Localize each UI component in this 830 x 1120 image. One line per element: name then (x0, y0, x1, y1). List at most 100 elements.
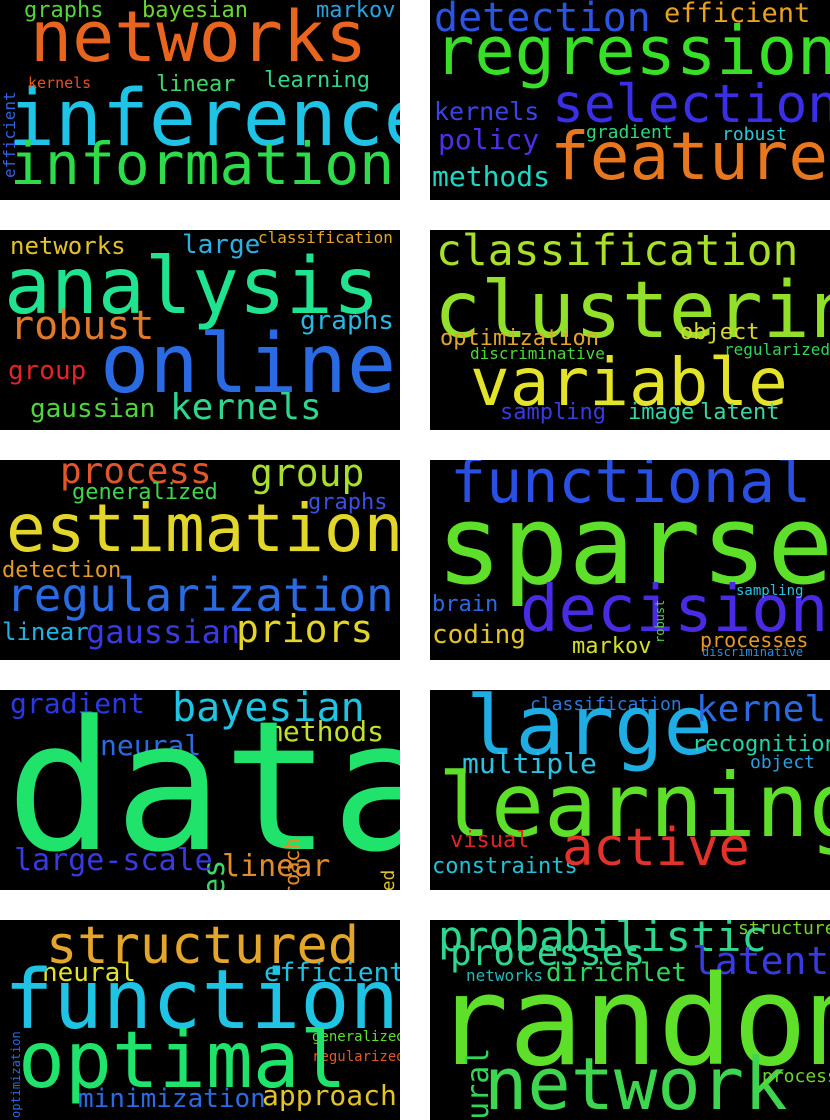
cloud-word: kernel (696, 690, 827, 730)
cloud-word: generalized (72, 480, 218, 505)
cloud-word: functional (450, 460, 812, 517)
cloud-word: large-scale (14, 843, 213, 878)
cloud-word: sampling (500, 400, 606, 425)
cloud-word: network (484, 1042, 788, 1120)
cloud-word: sparse (436, 481, 830, 609)
word-cloud-panel: gradient bayesian neural methods data approac… (0, 690, 400, 890)
cloud-word: analysis (4, 242, 380, 332)
cloud-word: sampling (736, 583, 804, 599)
cloud-word: kernels (170, 387, 322, 428)
cloud-word: process (762, 1066, 830, 1087)
cloud-word: networks (466, 966, 544, 985)
cloud-word: group (8, 356, 87, 386)
cloud-word: classification (436, 230, 799, 276)
cloud-word: markov (572, 634, 652, 659)
cloud-word: generalized (312, 1029, 400, 1045)
cloud-word: processes (700, 628, 809, 652)
cloud-word: graphs (308, 490, 388, 515)
cloud-word: detection (434, 0, 651, 41)
cloud-word: gradient (586, 122, 673, 143)
cloud-word: learning (438, 754, 830, 857)
cloud-word: large (182, 230, 261, 260)
cloud-word: networks (30, 0, 368, 78)
word-cloud-panel: classificationclusteringoptimization obje… (430, 230, 830, 430)
cloud-word: kernels (28, 74, 92, 92)
cloud-word: classification (258, 230, 393, 247)
word-cloud-panel: functional sparse brain decision robust sampl… (430, 460, 830, 660)
cloud-word: variable (470, 344, 788, 421)
cloud-word: optimization (440, 326, 599, 351)
word-cloud-panel: detection efficient regression kernels selec… (430, 0, 830, 200)
cloud-word: classification (530, 694, 682, 715)
word-cloud-panel: structuredneuralefficientfunctionsoptimi… (0, 920, 400, 1120)
cloud-word: multiple (462, 747, 597, 780)
cloud-word: networks (10, 232, 126, 260)
word-cloud-panel: networks inference information graphs bayesi… (0, 0, 400, 200)
cloud-word: clustering (434, 266, 830, 356)
cloud-word: efficient (664, 0, 811, 29)
cloud-word: decision (520, 573, 829, 647)
cloud-word: gaussian (30, 394, 156, 424)
cloud-word: gradient (10, 690, 145, 720)
word-cloud-panel: process group generalized graphs estimation d… (0, 460, 400, 660)
cloud-word: recognition (692, 732, 830, 757)
cloud-word: linear (2, 618, 89, 646)
cloud-word: object (750, 752, 816, 773)
cloud-word: latent (692, 939, 830, 983)
cloud-word: markov (316, 0, 396, 23)
cloud-word: estimation (6, 490, 400, 567)
cloud-word: selection (552, 74, 830, 135)
cloud-word: linear (222, 849, 331, 884)
cloud-word: detection (2, 558, 122, 583)
cloud-word: object (680, 320, 760, 345)
cloud-word: approach (262, 1079, 397, 1112)
cloud-word: gaussian (86, 613, 241, 651)
cloud-word: priors (236, 607, 374, 651)
cloud-word: large (466, 690, 713, 774)
cloud-word: latent (700, 400, 780, 425)
cloud-word: methods (432, 160, 551, 193)
cloud-word: structured (46, 920, 360, 976)
cloud-word: minimization (78, 1084, 266, 1114)
cloud-word: online (100, 317, 397, 412)
cloud-word: process (60, 460, 212, 492)
cloud-word: image (628, 400, 695, 425)
cloud-word: methods (266, 715, 385, 748)
cloud-word: linear (156, 72, 236, 97)
cloud-word: robust (653, 599, 667, 644)
cloud-word: graphs (300, 306, 394, 336)
cloud-word: regularized (312, 1049, 400, 1065)
cloud-word: inference (8, 74, 400, 164)
cloud-word: functions (4, 953, 400, 1048)
cloud-word: bayesian (142, 0, 248, 23)
cloud-word: kernels (434, 97, 540, 126)
cloud-word: bayesian (172, 690, 365, 731)
cloud-word: probabilistic (438, 920, 767, 961)
cloud-word: efficient (264, 958, 400, 988)
cloud-word: group (250, 460, 365, 495)
cloud-word: structured (378, 870, 399, 890)
cloud-word: dirichlet (546, 958, 687, 988)
cloud-word: feature (550, 118, 829, 195)
cloud-word: processes (450, 933, 646, 974)
cloud-word: discriminative (470, 344, 605, 363)
cloud-word: structured (738, 920, 830, 939)
cloud-word: discriminative (702, 645, 804, 659)
cloud-word: constraints (432, 854, 578, 879)
cloud-word: active (562, 818, 750, 878)
cloud-word: learning (264, 68, 370, 93)
cloud-word: graphs (24, 0, 104, 23)
cloud-word: information (10, 130, 395, 198)
word-cloud-panel: classification large kernel recognition obje… (430, 690, 830, 890)
cloud-word: optimal (18, 1016, 347, 1106)
cloud-word: robust (722, 124, 788, 145)
cloud-word: regression (434, 12, 830, 90)
cloud-word: robust (10, 303, 155, 349)
cloud-word: regularized (724, 340, 830, 359)
cloud-word: brain (432, 592, 499, 617)
word-cloud-panel: probabilisticstructured processes latent ne… (430, 920, 830, 1120)
cloud-word: neural (42, 958, 136, 988)
cloud-word: regularization (6, 568, 394, 622)
cloud-word: efficient (0, 91, 19, 179)
cloud-word: data (6, 690, 400, 890)
